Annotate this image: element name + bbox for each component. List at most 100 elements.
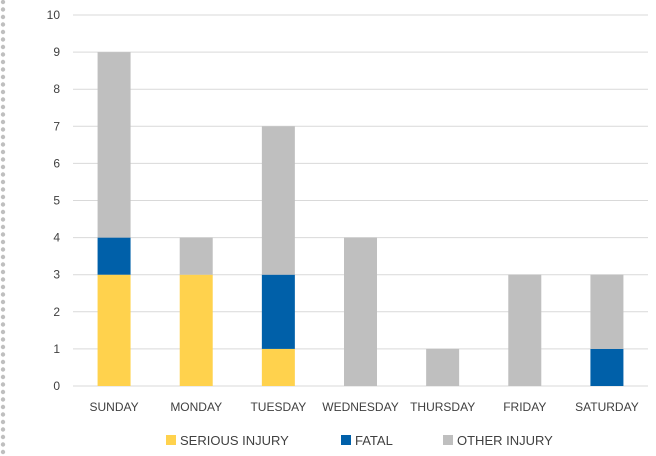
border-dot [0, 149, 6, 155]
bar-serious-injury-sunday [97, 274, 131, 386]
border-dot [0, 307, 6, 312]
border-dot [0, 314, 6, 320]
border-dot [0, 224, 6, 230]
legend-label: FATAL [355, 433, 393, 448]
border-dot [0, 389, 6, 395]
border-dot [0, 299, 6, 305]
y-tick-label: 2 [53, 305, 60, 319]
legend-item: FATAL [341, 433, 393, 448]
bar-fatal-tuesday [261, 274, 295, 349]
border-dot [0, 209, 6, 215]
left-dotted-border [0, 0, 6, 455]
bar-other-injury-monday [179, 237, 213, 275]
border-dot [0, 344, 6, 350]
border-dot [0, 367, 6, 372]
legend-item: OTHER INJURY [443, 433, 553, 448]
border-dot [0, 97, 6, 102]
border-dot [0, 277, 6, 282]
border-dot [0, 217, 6, 222]
border-dot [0, 322, 6, 327]
border-dot [0, 329, 6, 335]
x-tick-label: WEDNESDAY [322, 400, 398, 414]
border-dot [0, 434, 6, 440]
y-tick-label: 0 [53, 379, 60, 393]
border-dot [0, 419, 6, 425]
border-dot [0, 247, 6, 252]
border-dot [0, 374, 6, 380]
legend-swatch [341, 435, 351, 445]
legend-label: OTHER INJURY [457, 433, 553, 448]
border-dot [0, 239, 6, 245]
y-tick-label: 10 [47, 8, 61, 22]
x-axis-tick-labels: SUNDAY MONDAY TUESDAY WEDNESDAY THURSDAY FRID… [90, 400, 639, 414]
x-tick-label: SUNDAY [90, 400, 139, 414]
bar-serious-injury-monday [179, 274, 213, 386]
border-dot [0, 74, 6, 80]
border-dot [0, 442, 6, 447]
border-dot [0, 187, 6, 192]
x-tick-label: THURSDAY [410, 400, 475, 414]
border-dot [0, 22, 6, 27]
border-dot [0, 284, 6, 290]
border-dot [0, 29, 6, 35]
y-tick-label: 3 [53, 268, 60, 282]
y-axis-tick-labels: 0 1 2 3 4 5 6 7 8 9 10 [47, 8, 61, 393]
border-dot [0, 104, 6, 110]
bar-other-injury-wednesday [344, 237, 377, 386]
border-dot [0, 449, 6, 455]
border-dot [0, 352, 6, 357]
border-dot [0, 382, 6, 387]
legend-swatch [443, 435, 453, 445]
y-tick-label: 6 [53, 156, 60, 170]
border-dot [0, 134, 6, 140]
border-dot [0, 119, 6, 125]
border-dot [0, 164, 6, 170]
border-dot [0, 14, 6, 20]
bar-other-injury-tuesday [261, 126, 295, 275]
bar-fatal-saturday [590, 348, 624, 386]
border-dot [0, 89, 6, 95]
border-dot [0, 404, 6, 410]
legend: SERIOUS INJURY FATAL OTHER INJURY [166, 433, 553, 448]
border-dot [0, 262, 6, 267]
border-dot [0, 232, 6, 237]
y-tick-label: 7 [53, 119, 60, 133]
y-tick-label: 5 [53, 194, 60, 208]
legend-label: SERIOUS INJURY [180, 433, 289, 448]
bar-other-injury-friday [508, 274, 542, 386]
legend-item: SERIOUS INJURY [166, 433, 289, 448]
bar-other-injury-thursday [426, 348, 460, 386]
border-dot [0, 142, 6, 147]
border-dot [0, 127, 6, 132]
y-tick-label: 8 [53, 82, 60, 96]
border-dot [0, 52, 6, 57]
border-dot [0, 172, 6, 177]
border-dot [0, 37, 6, 42]
border-dot [0, 7, 6, 12]
y-tick-label: 1 [53, 342, 60, 356]
border-dot [0, 412, 6, 417]
border-dot [0, 157, 6, 162]
x-tick-label: MONDAY [170, 400, 222, 414]
border-dot [0, 112, 6, 117]
bar-serious-injury-tuesday [261, 348, 295, 386]
x-tick-label: TUESDAY [250, 400, 306, 414]
border-dot [0, 254, 6, 260]
border-dot [0, 292, 6, 297]
x-tick-label: SATURDAY [575, 400, 639, 414]
bar-other-injury-sunday [97, 52, 131, 238]
border-dot [0, 44, 6, 50]
border-dot [0, 59, 6, 65]
bars [97, 52, 624, 386]
border-dot [0, 67, 6, 72]
bar-fatal-sunday [97, 237, 131, 275]
border-dot [0, 202, 6, 207]
border-dot [0, 397, 6, 402]
border-dot [0, 427, 6, 432]
x-tick-label: FRIDAY [503, 400, 546, 414]
bar-other-injury-saturday [590, 274, 624, 349]
border-dot [0, 269, 6, 275]
border-dot [0, 359, 6, 365]
y-tick-label: 9 [53, 45, 60, 59]
